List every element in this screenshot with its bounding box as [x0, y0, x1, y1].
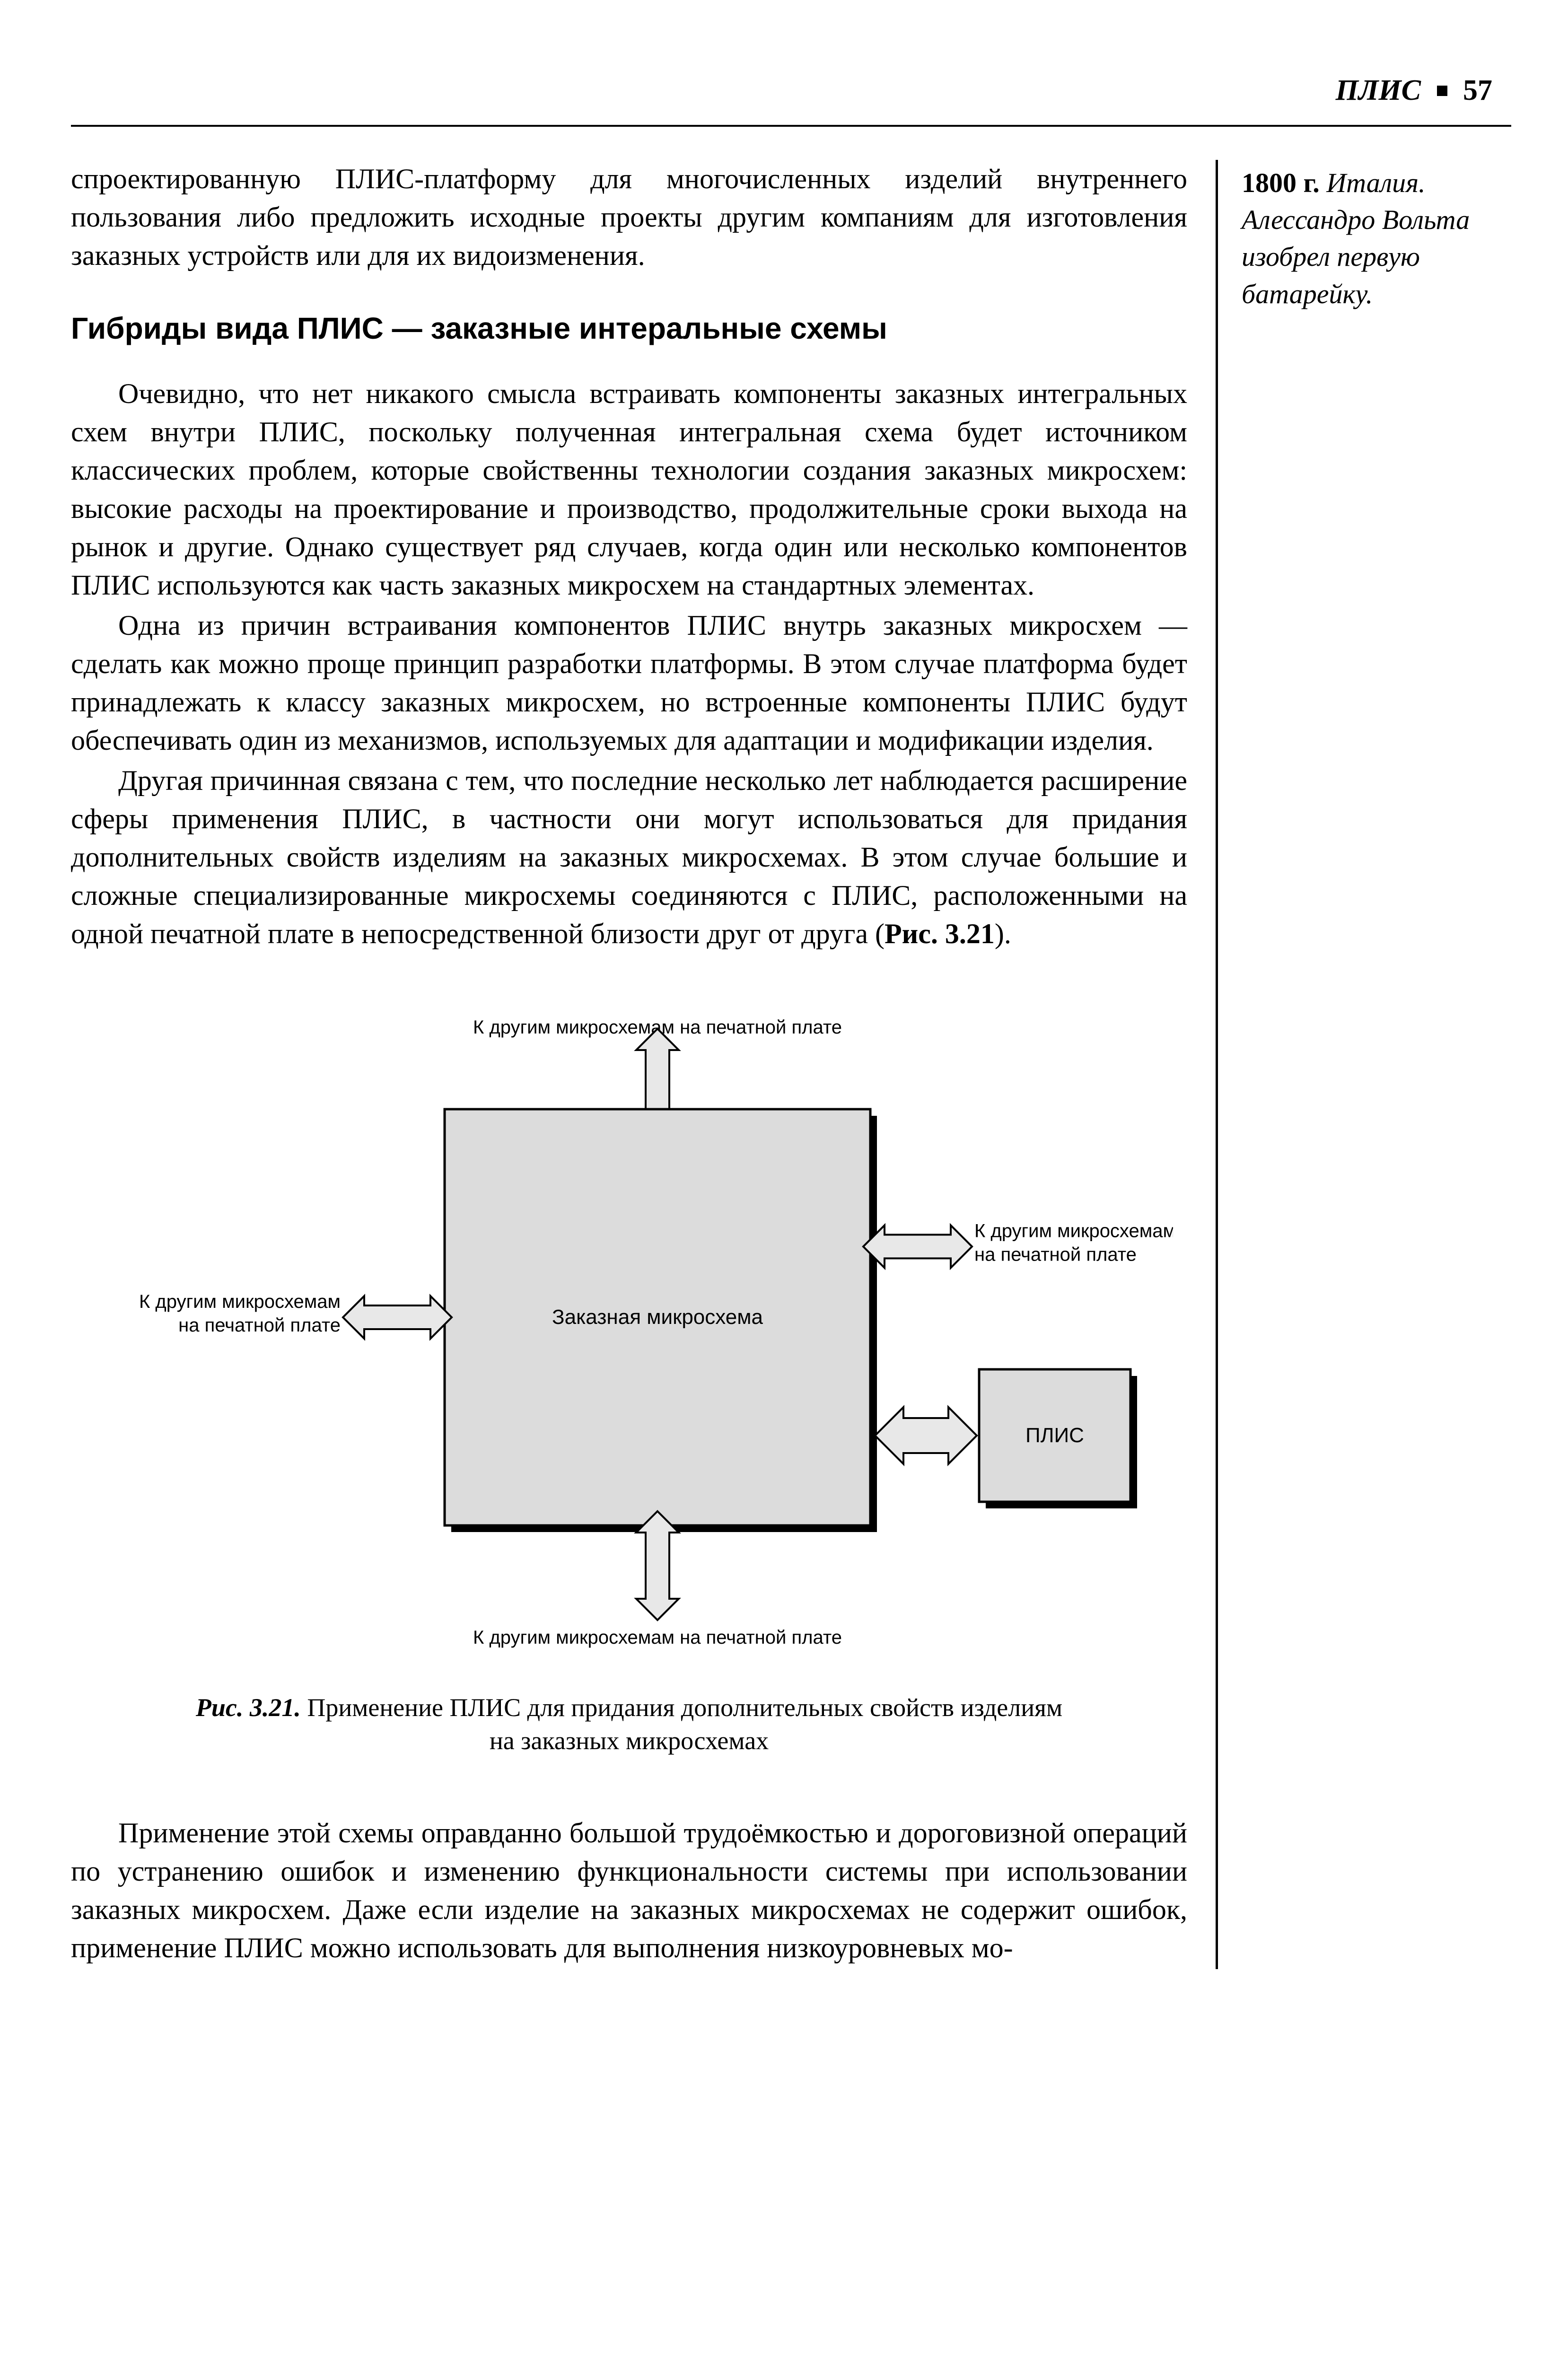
page: ПЛИС 57 спроектированную ПЛИС-платформу …: [0, 0, 1568, 2365]
lead-paragraph: спроектированную ПЛИС-платформу для мног…: [71, 160, 1187, 275]
section-heading: Гибриды вида ПЛИС — заказные интеральные…: [71, 308, 1187, 349]
figure-caption-label: Рис. 3.21.: [196, 1693, 301, 1722]
page-number: 57: [1463, 74, 1492, 106]
running-header: ПЛИС 57: [71, 71, 1511, 111]
figure-diagram: К другим микросхемам на печатной плате За…: [85, 1010, 1173, 1672]
margin-note-country: Италия.: [1326, 167, 1425, 198]
margin-note-year: 1800 г.: [1242, 167, 1320, 198]
two-column-layout: спроектированную ПЛИС-платформу для мног…: [71, 160, 1511, 1970]
figure-caption-line2: на заказных микросхемах: [490, 1726, 769, 1755]
margin-note: 1800 г. Италия. Алессандро Вольта изобре…: [1242, 165, 1511, 313]
figure-caption: Рис. 3.21. Применение ПЛИС для придания …: [85, 1691, 1173, 1757]
svg-text:ПЛИС: ПЛИС: [1025, 1424, 1084, 1447]
svg-text:на печатной плате: на печатной плате: [178, 1315, 341, 1336]
header-square-icon: [1437, 86, 1447, 96]
margin-note-text: Алессандро Вольта изобрел первую батарей…: [1242, 204, 1470, 309]
figure-caption-line1: Применение ПЛИС для придания дополнитель…: [307, 1693, 1062, 1722]
figure-3-21: К другим микросхемам на печатной плате За…: [85, 1010, 1173, 1757]
paragraph-after-figure: Применение этой схемы оправданно большой…: [71, 1814, 1187, 1967]
svg-text:К другим микросхемам на печатн: К другим микросхемам на печатной плате: [473, 1627, 842, 1648]
svg-text:на печатной плате: на печатной плате: [974, 1244, 1137, 1265]
svg-text:К другим микросхемам: К другим микросхемам: [974, 1220, 1173, 1241]
paragraph-1: Очевидно, что нет никакого смысла встраи…: [71, 375, 1187, 604]
paragraph-3: Другая причинная связана с тем, что посл…: [71, 762, 1187, 953]
header-rule: [71, 125, 1511, 127]
svg-text:К другим микросхемам: К другим микросхемам: [139, 1291, 341, 1312]
paragraph-3-text-b: ).: [995, 918, 1011, 949]
svg-text:Заказная микросхема: Заказная микросхема: [552, 1305, 763, 1329]
main-column: спроектированную ПЛИС-платформу для мног…: [71, 160, 1216, 1970]
section-name: ПЛИС: [1336, 74, 1421, 106]
paragraph-2: Одна из причин встраивания компонентов П…: [71, 606, 1187, 760]
figure-reference: Рис. 3.21: [885, 918, 995, 949]
margin-note-column: 1800 г. Италия. Алессандро Вольта изобре…: [1216, 160, 1511, 1970]
paragraph-3-text-a: Другая причинная связана с тем, что посл…: [71, 765, 1187, 949]
